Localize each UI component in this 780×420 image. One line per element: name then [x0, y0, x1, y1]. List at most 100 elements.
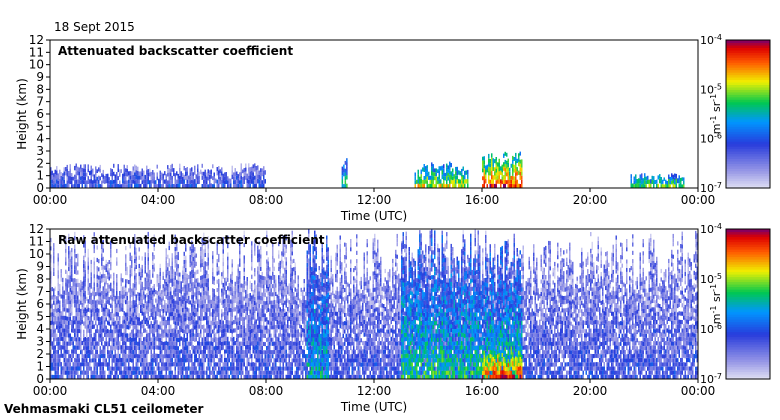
signal-cell	[120, 374, 122, 379]
signal-cell	[116, 299, 118, 304]
signal-cell	[179, 370, 181, 375]
signal-cell	[125, 358, 127, 363]
signal-cell	[194, 284, 196, 289]
signal-cell	[57, 173, 59, 177]
signal-cell	[245, 306, 247, 312]
signal-cell	[294, 308, 296, 313]
signal-cell	[66, 374, 68, 379]
signal-cell	[95, 316, 97, 321]
signal-cell	[210, 329, 212, 334]
signal-cell	[521, 175, 523, 180]
signal-cell	[243, 243, 245, 248]
signal-cell	[90, 272, 92, 277]
signal-cell	[293, 267, 295, 272]
signal-cell	[273, 341, 275, 346]
signal-cell	[158, 345, 160, 350]
signal-cell	[161, 176, 163, 181]
signal-cell	[290, 248, 292, 253]
signal-cell	[140, 280, 142, 285]
signal-cell	[512, 175, 514, 180]
signal-cell	[54, 299, 56, 304]
signal-cell	[251, 324, 253, 329]
signal-cell	[198, 337, 200, 342]
signal-cell	[233, 349, 235, 354]
signal-cell	[125, 295, 127, 301]
signal-cell	[260, 349, 262, 355]
signal-cell	[111, 350, 113, 355]
signal-cell	[239, 258, 241, 263]
colorbar-swatch	[726, 67, 770, 71]
signal-cell	[222, 370, 224, 375]
signal-cell	[276, 345, 278, 350]
signal-cell	[218, 270, 220, 275]
signal-cell	[641, 177, 643, 181]
signal-cell	[234, 374, 236, 379]
signal-cell	[680, 177, 682, 183]
signal-cell	[201, 362, 203, 367]
signal-cell	[291, 280, 293, 285]
signal-cell	[216, 242, 218, 247]
signal-cell	[137, 366, 139, 371]
signal-cell	[144, 282, 146, 287]
signal-cell	[275, 358, 277, 363]
signal-cell	[227, 311, 229, 316]
signal-cell	[213, 354, 215, 359]
signal-cell	[278, 308, 280, 313]
signal-cell	[497, 162, 499, 167]
signal-cell	[98, 259, 100, 264]
signal-cell	[62, 345, 64, 350]
signal-cell	[165, 269, 167, 274]
signal-cell	[110, 253, 112, 258]
signal-cell	[171, 179, 173, 184]
signal-cell	[188, 358, 190, 363]
signal-cell	[108, 180, 110, 185]
signal-cell	[129, 269, 131, 274]
signal-cell	[192, 282, 194, 287]
signal-cell	[269, 325, 271, 330]
signal-cell	[243, 317, 245, 322]
signal-cell	[147, 176, 149, 181]
signal-cell	[54, 178, 56, 184]
signal-cell	[681, 184, 683, 188]
signal-cell	[69, 320, 71, 325]
signal-cell	[255, 166, 257, 171]
signal-cell	[239, 349, 241, 355]
signal-cell	[174, 180, 176, 185]
signal-cell	[177, 305, 179, 310]
signal-cell	[114, 183, 116, 188]
signal-cell	[179, 366, 181, 371]
signal-cell	[69, 341, 71, 346]
signal-cell	[261, 325, 263, 330]
signal-cell	[107, 266, 109, 271]
signal-cell	[263, 304, 265, 309]
signal-cell	[515, 172, 517, 177]
signal-cell	[185, 272, 187, 277]
signal-cell	[54, 183, 56, 188]
signal-cell	[123, 184, 125, 188]
signal-cell	[219, 345, 221, 350]
signal-cell	[126, 312, 128, 317]
signal-cell	[108, 342, 110, 347]
signal-cell	[135, 252, 137, 257]
signal-cell	[87, 274, 89, 279]
signal-cell	[77, 299, 79, 304]
signal-cell	[132, 287, 134, 292]
signal-cell	[503, 179, 505, 184]
signal-cell	[80, 341, 82, 346]
signal-cell	[162, 341, 164, 346]
signal-cell	[123, 328, 125, 333]
signal-cell	[423, 168, 425, 172]
signal-cell	[135, 247, 137, 252]
signal-cell	[201, 275, 203, 280]
signal-cell	[197, 324, 199, 329]
signal-cell	[96, 291, 98, 296]
signal-cell	[74, 349, 76, 354]
signal-cell	[197, 307, 199, 312]
signal-cell	[282, 248, 284, 253]
signal-cell	[515, 180, 517, 185]
signal-cell	[159, 292, 161, 297]
signal-cell	[111, 333, 113, 338]
signal-cell	[72, 353, 74, 358]
signal-cell	[57, 353, 59, 359]
signal-cell	[156, 164, 158, 169]
